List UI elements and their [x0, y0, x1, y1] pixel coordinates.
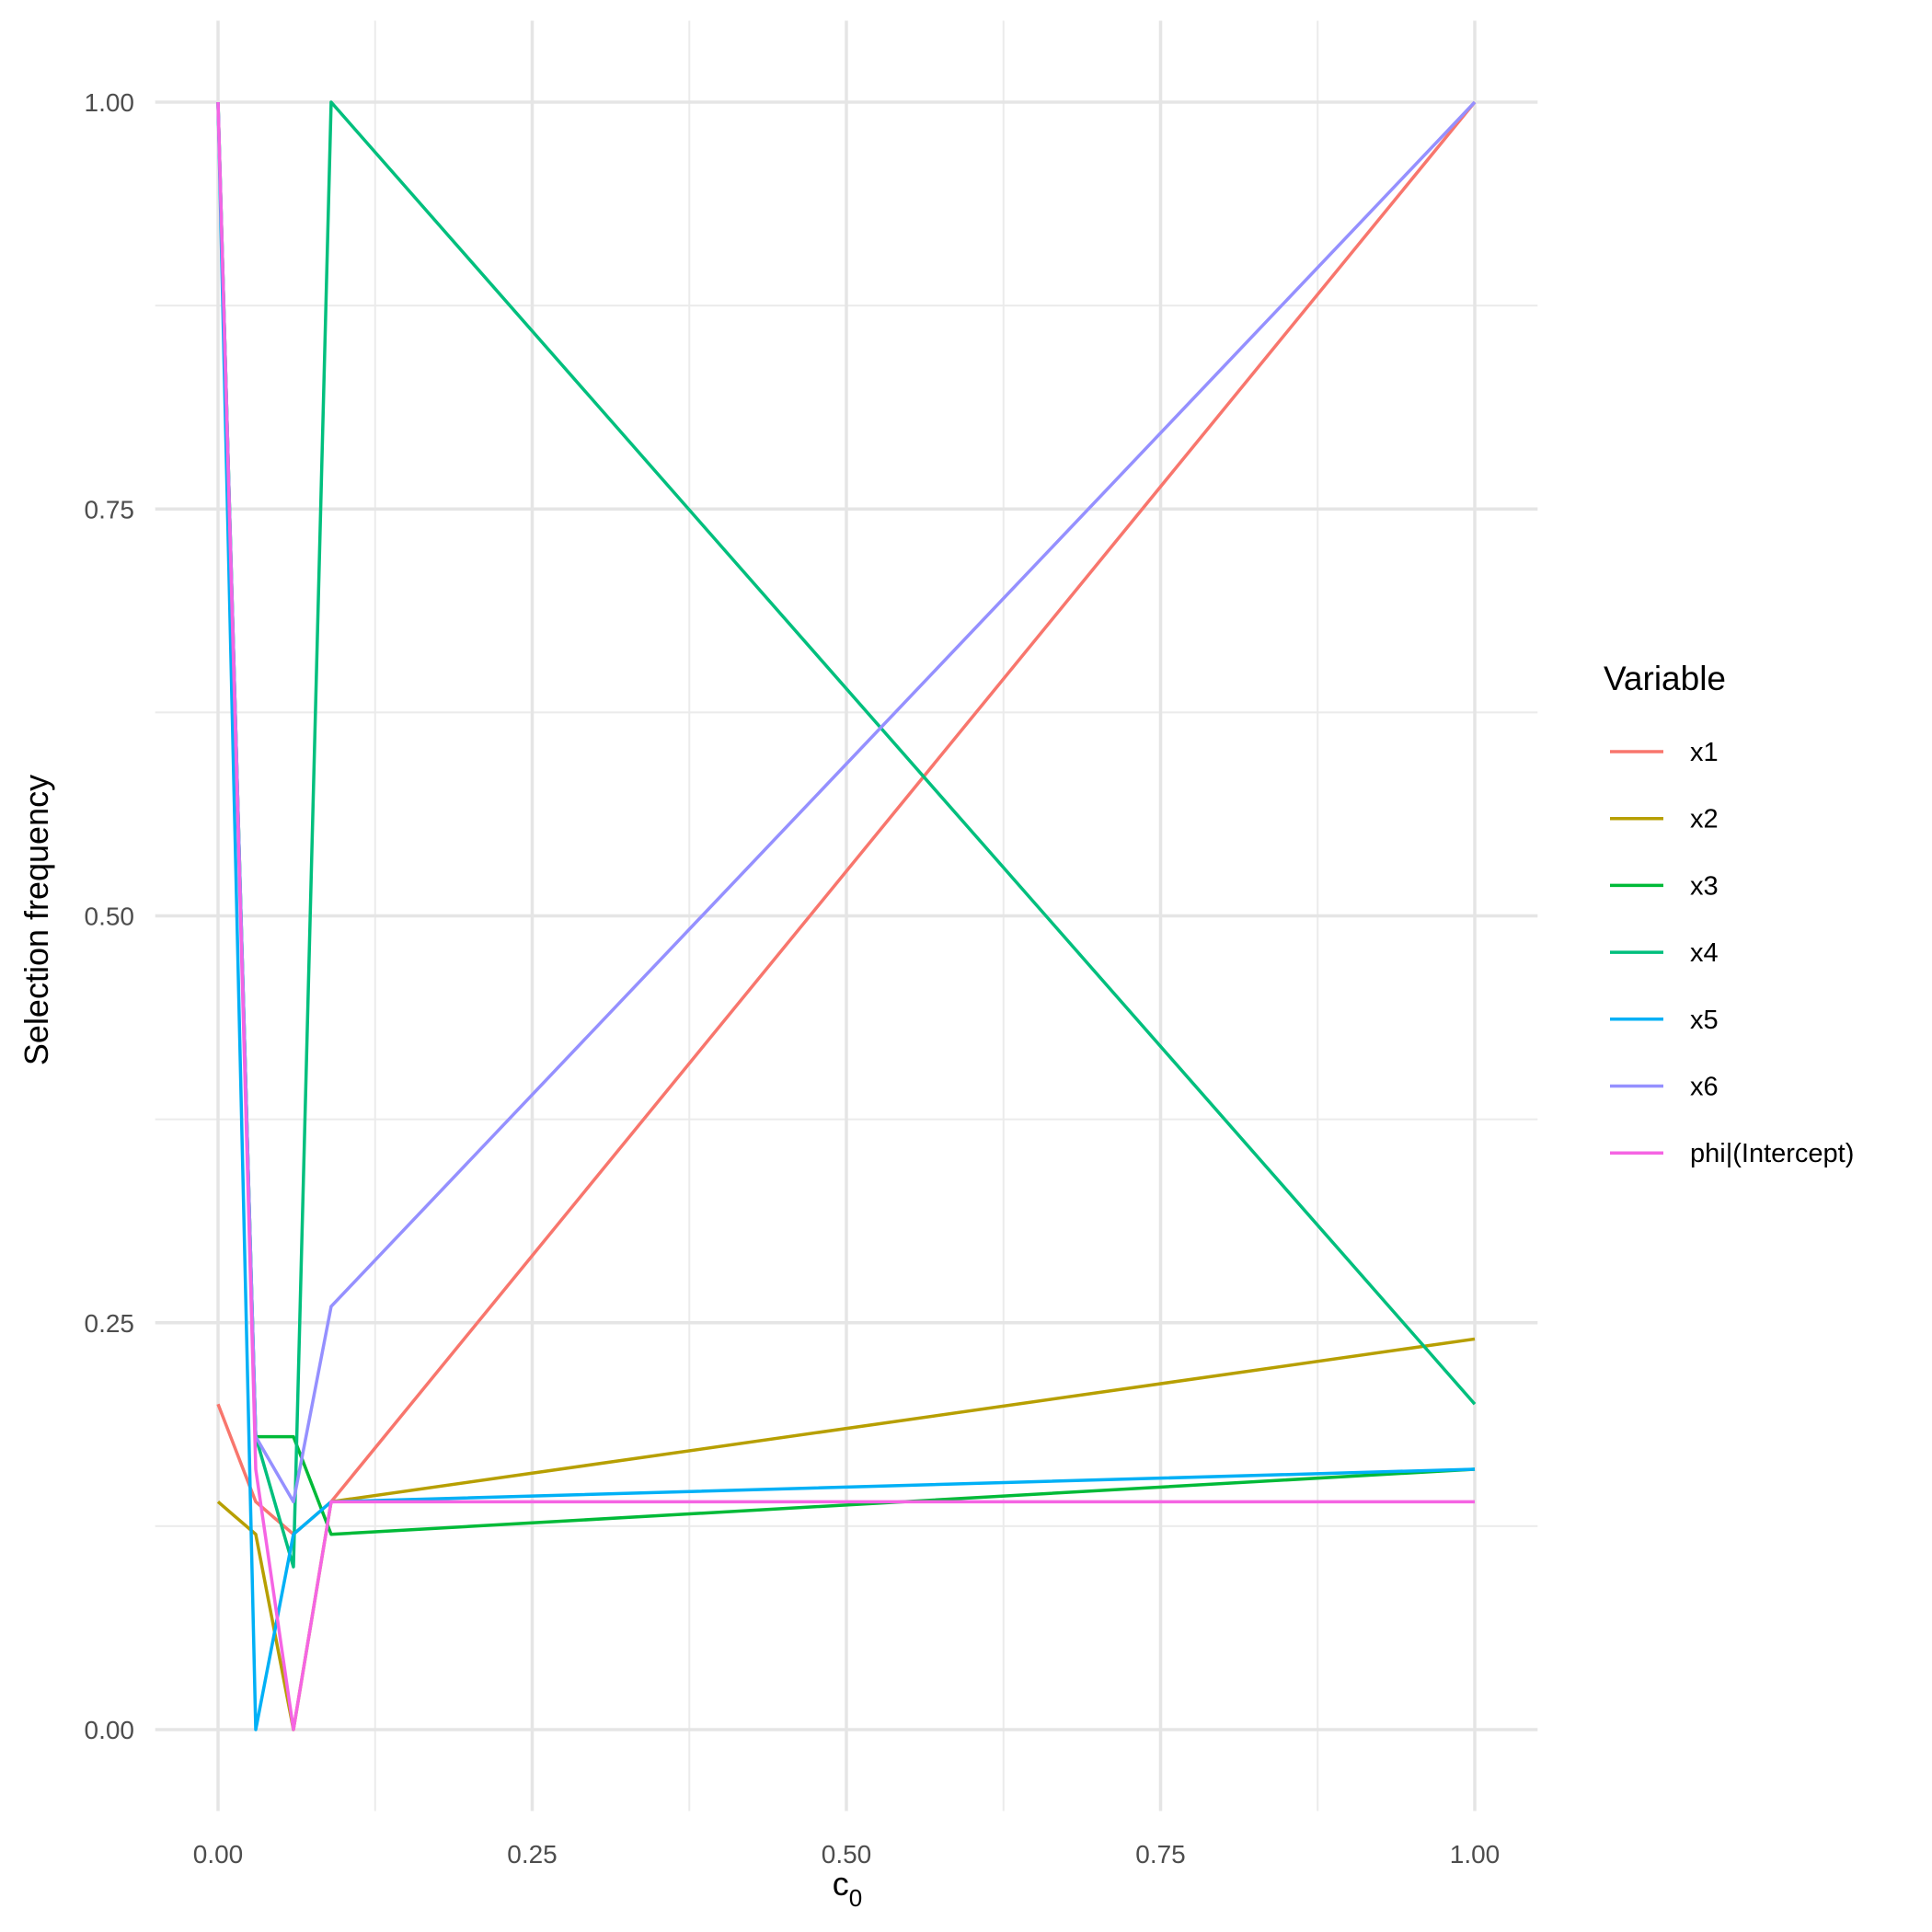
legend-label: x6 [1690, 1073, 1719, 1102]
legend-item: x4 [1610, 938, 1719, 968]
x-axis-title: c0 [833, 1865, 862, 1912]
y-axis-title: Selection frequency [17, 775, 55, 1065]
legend-item: x3 [1610, 871, 1719, 901]
legend-label: x5 [1690, 1006, 1719, 1035]
legend: Variable x1 x2 x3 x4 x5 x6 phi|(Intercept) [1604, 660, 1854, 1168]
x-tick-label: 0.75 [1135, 1840, 1186, 1869]
legend-label: x1 [1690, 738, 1719, 767]
legend-title: Variable [1604, 660, 1726, 697]
legend-label: phi|(Intercept) [1690, 1139, 1854, 1168]
x-axis-ticks: 0.00 0.25 0.50 0.75 1.00 [193, 1840, 1501, 1869]
grid [155, 20, 1538, 1811]
legend-label: x2 [1690, 805, 1719, 834]
series-lines [216, 100, 1477, 1731]
x-tick-label: 0.25 [507, 1840, 558, 1869]
legend-label: x3 [1690, 871, 1719, 901]
x-tick-label: 0.50 [822, 1840, 872, 1869]
series-line-x5 [216, 101, 1476, 1731]
y-tick-label: 0.25 [85, 1309, 135, 1338]
x-tick-label: 0.00 [193, 1840, 244, 1869]
legend-item: x5 [1610, 1006, 1719, 1035]
y-tick-label: 0.75 [85, 495, 135, 523]
y-tick-label: 1.00 [85, 88, 135, 117]
legend-item: x2 [1610, 805, 1719, 834]
legend-item: x1 [1610, 738, 1719, 767]
y-axis-ticks: 0.00 0.25 0.50 0.75 1.00 [85, 88, 135, 1744]
series-line-phi-intercept- [216, 101, 1475, 1731]
legend-label: x4 [1690, 938, 1719, 968]
x-tick-label: 1.00 [1450, 1840, 1501, 1869]
legend-item: phi|(Intercept) [1610, 1139, 1854, 1168]
y-tick-label: 0.50 [85, 903, 135, 931]
legend-item: x6 [1610, 1073, 1719, 1102]
y-tick-label: 0.00 [85, 1716, 135, 1744]
